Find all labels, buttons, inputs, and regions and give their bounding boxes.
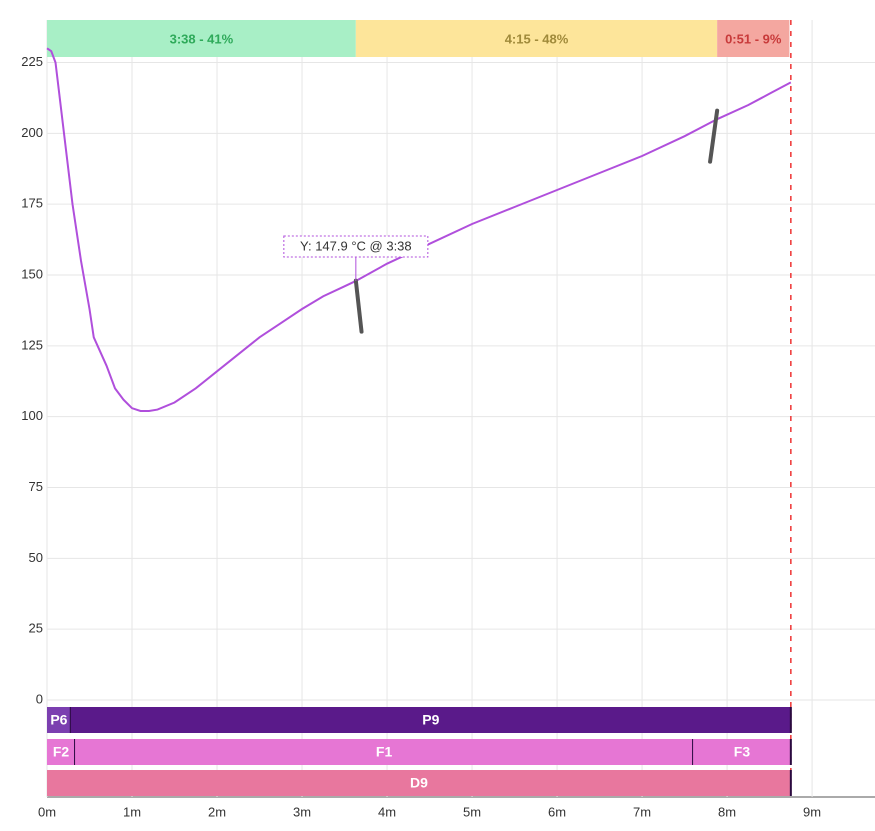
temperature-line — [46, 47, 792, 412]
x-tick-label: 2m — [208, 804, 226, 819]
x-tick-label: 7m — [633, 804, 651, 819]
x-tick-label: 6m — [548, 804, 566, 819]
bar-label: D9 — [410, 775, 428, 791]
phase-label: 0:51 - 9% — [725, 31, 782, 46]
x-tick-label: 4m — [378, 804, 396, 819]
x-tick-label: 3m — [293, 804, 311, 819]
event-bar — [70, 707, 791, 733]
x-tick-label: 8m — [718, 804, 736, 819]
tooltip-box — [283, 235, 429, 258]
x-tick-label: 9m — [803, 804, 821, 819]
event-marker — [708, 108, 720, 164]
y-tick-label: 200 — [21, 125, 43, 140]
event-bar — [75, 739, 694, 765]
phase-label: 3:38 - 41% — [170, 31, 234, 46]
y-tick-label: 100 — [21, 408, 43, 423]
x-tick-label: 0m — [38, 804, 56, 819]
y-tick-label: 150 — [21, 266, 43, 281]
phase-band — [47, 20, 356, 57]
y-tick-label: 225 — [21, 54, 43, 69]
bar-label: F1 — [376, 744, 393, 760]
tooltip-text: Y: 147.9 °C @ 3:38 — [300, 238, 412, 253]
y-tick-label: 50 — [29, 550, 43, 565]
bar-label: P6 — [50, 712, 67, 728]
bar-label: P9 — [422, 712, 439, 728]
y-tick-label: 175 — [21, 196, 43, 211]
event-bar — [693, 739, 791, 765]
event-bar — [47, 770, 791, 796]
y-tick-label: 0 — [36, 691, 43, 706]
y-tick-label: 75 — [29, 479, 43, 494]
phase-band — [717, 20, 790, 57]
bar-label: F2 — [53, 744, 70, 760]
y-tick-label: 125 — [21, 337, 43, 352]
phase-label: 4:15 - 48% — [505, 31, 569, 46]
bar-label: F3 — [734, 744, 751, 760]
x-tick-label: 1m — [123, 804, 141, 819]
event-marker — [353, 278, 364, 334]
event-bar — [47, 707, 71, 733]
event-bar — [47, 739, 76, 765]
x-tick-label: 5m — [463, 804, 481, 819]
phase-band — [355, 20, 718, 57]
y-tick-label: 25 — [29, 621, 43, 636]
